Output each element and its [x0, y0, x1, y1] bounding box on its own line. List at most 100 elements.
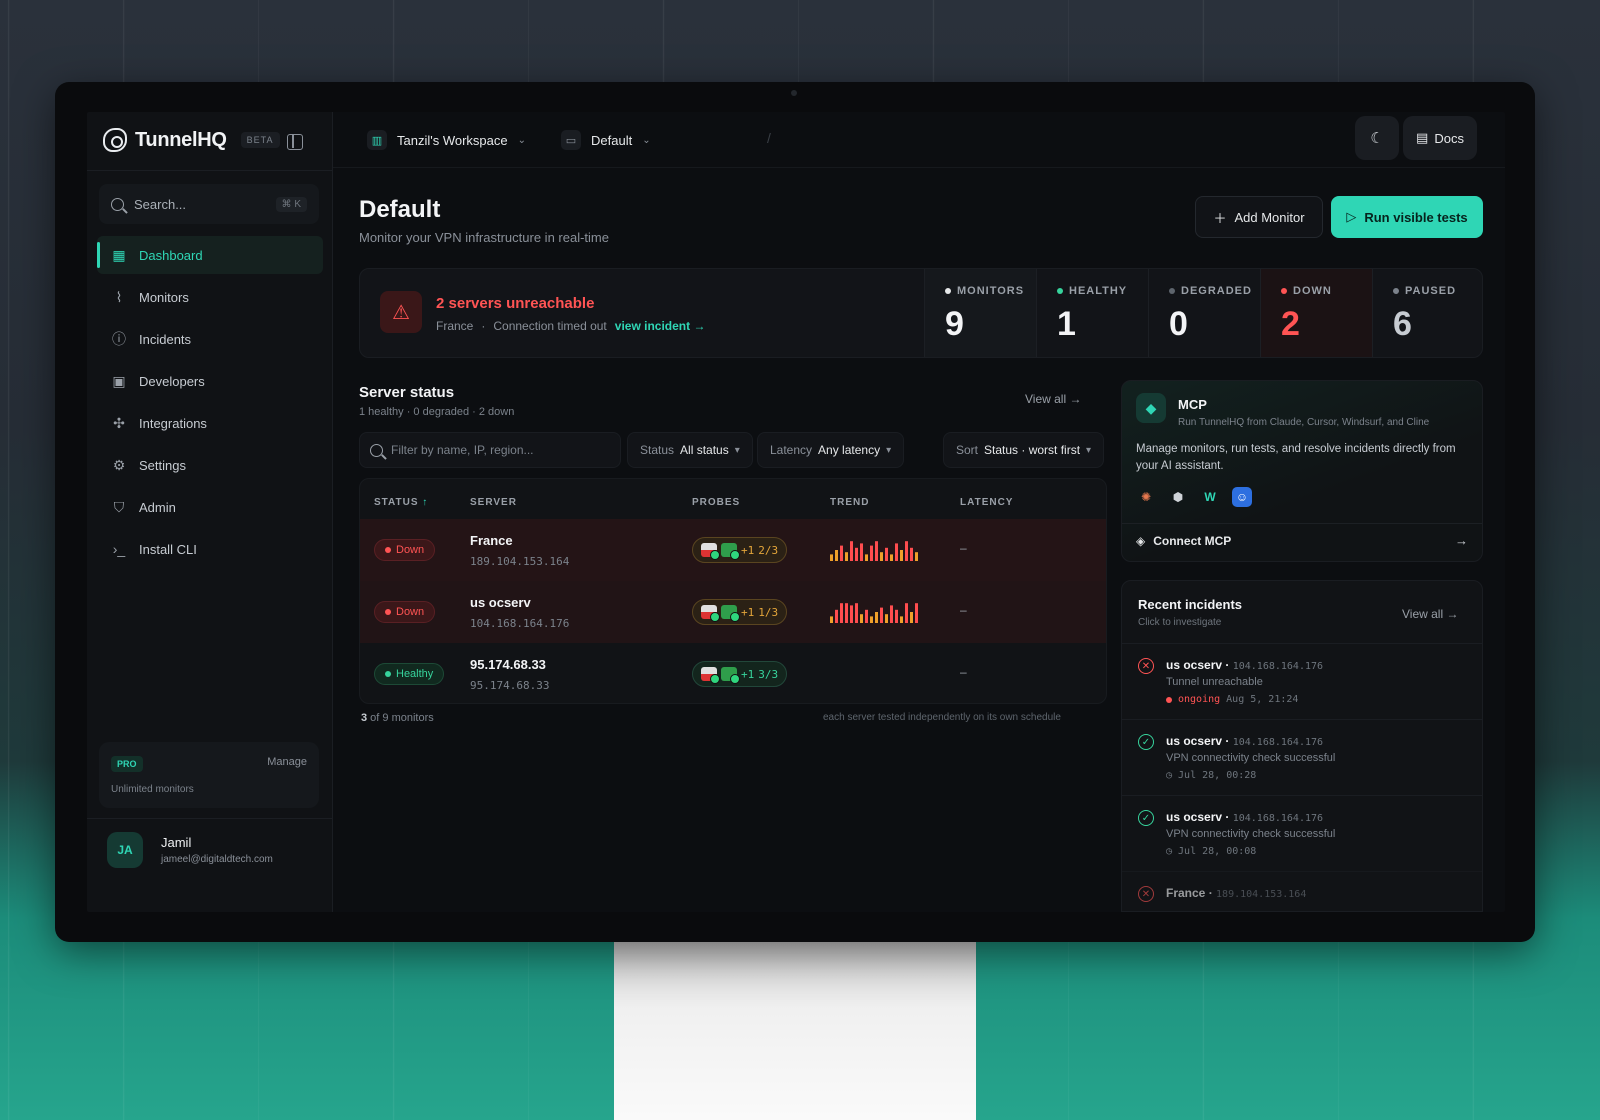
stat-paused[interactable]: PAUSED 6 — [1372, 269, 1482, 357]
play-icon: ▷ — [1346, 209, 1357, 224]
stat-monitors[interactable]: MONITORS 9 — [924, 269, 1036, 357]
probes-badge[interactable]: +1 2/3 — [692, 537, 788, 563]
trend-bar — [880, 552, 883, 561]
trend-bar — [915, 552, 918, 561]
table-row[interactable]: Healthy 95.174.68.33 95.174.68.33 +1 3/3… — [360, 643, 1106, 703]
stat-label: DEGRADED — [1181, 285, 1252, 297]
trend-bar — [870, 545, 873, 561]
column-header-latency[interactable]: LATENCY — [960, 497, 1014, 508]
plus-icon: ＋ — [1213, 210, 1227, 226]
user-profile[interactable]: JA Jamil jameel@digitaldtech.com — [107, 832, 273, 868]
stat-label: HEALTHY — [1069, 285, 1128, 297]
status-badge: Down — [374, 539, 436, 561]
status-badge: Healthy — [374, 663, 445, 685]
incident-title: us ocserv · 104.168.164.176 — [1166, 734, 1324, 748]
sidebar-item-label: Settings — [139, 457, 186, 473]
docs-button[interactable]: ▤ Docs — [1403, 116, 1477, 160]
check-circle-icon: ✓ — [1138, 734, 1154, 750]
sidebar-item-admin[interactable]: ⛉ Admin — [97, 488, 323, 526]
project-switcher[interactable]: ▭ Default ⌄ — [561, 130, 651, 150]
server-filter-input[interactable]: Filter by name, IP, region... — [359, 432, 621, 468]
search-icon — [370, 443, 383, 457]
trend-bar — [910, 547, 913, 561]
incident-title: France · 189.104.153.164 — [1166, 886, 1307, 900]
plan-description: Unlimited monitors — [111, 784, 194, 795]
run-visible-tests-button[interactable]: ▷ Run visible tests — [1331, 196, 1483, 238]
incident-meta: ongoing Aug 5, 21:24 — [1166, 694, 1298, 705]
column-header-trend[interactable]: TREND — [830, 497, 870, 508]
plug-icon: ◈ — [1136, 534, 1146, 548]
trend-bar — [885, 614, 888, 623]
mcp-subtitle: Run TunnelHQ from Claude, Cursor, Windsu… — [1178, 417, 1430, 428]
sidebar-item-install-cli[interactable]: ›_ Install CLI — [97, 530, 323, 568]
trend-bar — [885, 547, 888, 561]
stat-value: 1 — [1057, 305, 1076, 343]
server-name: 95.174.68.33 — [470, 657, 546, 672]
table-row[interactable]: Down France 189.104.153.164 +1 2/3 – — [360, 519, 1106, 581]
flag-icon — [721, 605, 740, 622]
building-icon: ▥ — [367, 130, 387, 150]
cline-icon: ☺ — [1232, 487, 1252, 507]
search-input[interactable]: Search... ⌘ K — [99, 184, 319, 224]
theme-toggle-button[interactable]: ☾ — [1355, 116, 1399, 160]
incident-meta: ◷ Jul 28, 00:08 — [1166, 846, 1257, 857]
gear-icon: ⚙ — [112, 457, 126, 473]
stat-healthy[interactable]: HEALTHY 1 — [1036, 269, 1148, 357]
incident-item[interactable]: ✕ France · 189.104.153.164 — [1122, 871, 1482, 911]
server-ip: 189.104.153.164 — [470, 555, 570, 568]
sidebar-item-developers[interactable]: ▣ Developers — [97, 362, 323, 400]
sidebar-collapse-icon[interactable] — [287, 134, 303, 150]
chevron-down-icon: ⌄ — [517, 134, 527, 146]
incident-item[interactable]: ✓ us ocserv · 104.168.164.176 VPN connec… — [1122, 719, 1482, 795]
flag-icon — [721, 543, 740, 560]
run-tests-label: Run visible tests — [1364, 209, 1468, 225]
brand[interactable]: TunnelHQ BETA — [103, 128, 280, 152]
moon-icon: ☾ — [1370, 130, 1384, 147]
manage-plan-link[interactable]: Manage — [267, 756, 307, 768]
column-header-probes[interactable]: PROBES — [692, 497, 741, 508]
probes-badge[interactable]: +1 1/3 — [692, 599, 788, 625]
incident-item[interactable]: ✓ us ocserv · 104.168.164.176 VPN connec… — [1122, 795, 1482, 871]
sidebar-item-incidents[interactable]: ⓘ Incidents — [97, 320, 323, 358]
error-circle-icon: ✕ — [1138, 886, 1154, 902]
mcp-client-icons: ✺ ⬢ W ☺ — [1136, 487, 1252, 507]
sidebar-item-integrations[interactable]: ✣ Integrations — [97, 404, 323, 442]
trend-bar — [840, 603, 843, 623]
incident-item[interactable]: ✕ us ocserv · 104.168.164.176 Tunnel unr… — [1122, 643, 1482, 719]
trend-bar — [895, 543, 898, 561]
stat-degraded[interactable]: DEGRADED 0 — [1148, 269, 1260, 357]
sidebar-item-settings[interactable]: ⚙ Settings — [97, 446, 323, 484]
cursor-icon: ⬢ — [1172, 490, 1184, 504]
status-dot — [945, 288, 951, 294]
workspace-switcher[interactable]: ▥ Tanzil's Workspace ⌄ — [367, 130, 526, 150]
page-subtitle: Monitor your VPN infrastructure in real-… — [359, 230, 609, 245]
integrations-icon: ✣ — [113, 415, 125, 431]
probes-badge[interactable]: +1 3/3 — [692, 661, 788, 687]
connect-mcp-button[interactable]: ◈ Connect MCP — [1136, 534, 1231, 548]
sidebar-item-dashboard[interactable]: ▦ Dashboard — [97, 236, 323, 274]
arrow-right-icon[interactable]: → — [1455, 533, 1468, 548]
trend-bar — [830, 616, 833, 623]
trend-bar — [900, 550, 903, 561]
column-header-server[interactable]: SERVER — [470, 497, 517, 508]
stat-down[interactable]: DOWN 2 — [1260, 269, 1372, 357]
view-all-incidents-link[interactable]: View all → — [1402, 607, 1459, 621]
mcp-title: MCP — [1178, 397, 1207, 412]
incident-message: VPN connectivity check successful — [1166, 828, 1336, 840]
view-incident-link[interactable]: view incident → — [614, 319, 706, 333]
column-header-status[interactable]: STATUS ↑ — [374, 497, 429, 508]
trend-sparkline — [830, 663, 922, 685]
status-filter-dropdown[interactable]: Status All status ▾ — [627, 432, 753, 468]
trend-bar — [905, 541, 908, 561]
trend-bar — [860, 543, 863, 561]
view-all-servers-link[interactable]: View all → — [1025, 392, 1082, 406]
sort-dropdown[interactable]: Sort Status · worst first ▾ — [943, 432, 1105, 468]
latency-filter-dropdown[interactable]: Latency Any latency ▾ — [757, 432, 905, 468]
table-row[interactable]: Down us ocserv 104.168.164.176 +1 1/3 – — [360, 581, 1106, 643]
page-title: Default — [359, 196, 441, 223]
sidebar-item-monitors[interactable]: ⌇ Monitors — [97, 278, 323, 316]
trend-bar — [865, 609, 868, 623]
add-monitor-button[interactable]: ＋ Add Monitor — [1195, 196, 1323, 238]
table-footer-note: each server tested independently on its … — [823, 712, 1061, 723]
search-placeholder: Search... — [134, 196, 187, 212]
